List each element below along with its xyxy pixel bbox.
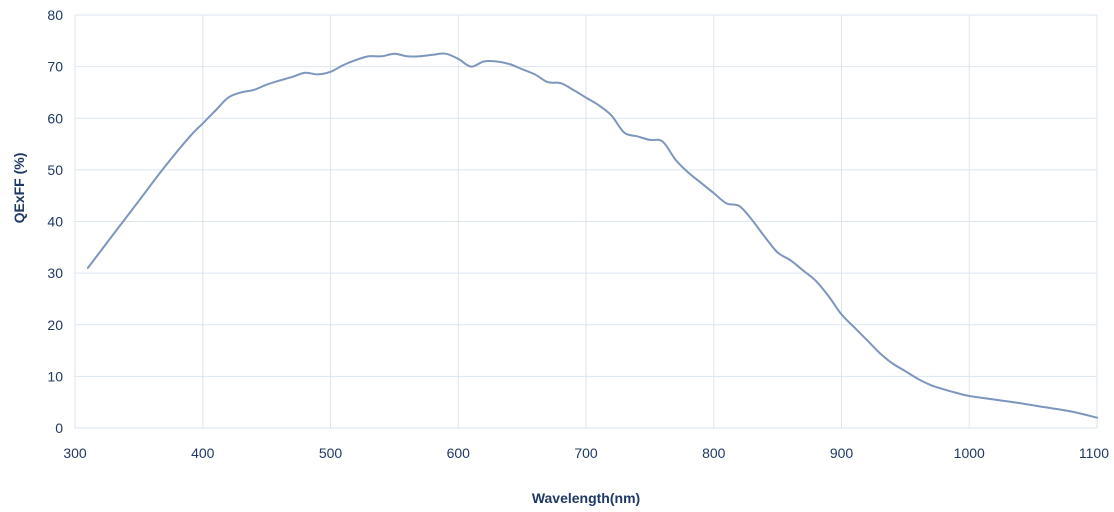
- x-tick-label: 500: [319, 445, 343, 461]
- y-tick-label: 40: [47, 214, 63, 230]
- y-tick-label: 0: [55, 420, 63, 436]
- x-axis-label: Wavelength(nm): [532, 490, 640, 506]
- y-tick-label: 70: [47, 59, 63, 75]
- grid-layer: [74, 14, 1098, 429]
- y-tick-label: 30: [47, 265, 63, 281]
- x-tick-label: 600: [447, 445, 471, 461]
- y-tick-label: 50: [47, 162, 63, 178]
- y-tick-label: 80: [47, 7, 63, 23]
- y-tick-label: 60: [47, 110, 63, 126]
- qe-series-line: [86, 52, 1098, 419]
- x-tick-label: 400: [191, 445, 215, 461]
- x-tick-label: 800: [702, 445, 726, 461]
- x-tick-label: 1100: [1079, 445, 1109, 461]
- y-tick-label: 10: [47, 368, 63, 384]
- x-tick-label: 300: [63, 445, 87, 461]
- series-layer: [86, 52, 1098, 419]
- y-tick-label: 20: [47, 317, 63, 333]
- x-tick-label: 1000: [954, 445, 985, 461]
- x-tick-label: 900: [830, 445, 854, 461]
- y-axis-label: QExFF (%): [11, 153, 27, 224]
- x-tick-label: 700: [574, 445, 598, 461]
- tick-labels: 0 10 20 30 40 50 60 70 80 300 400 500 600 700 800 900 10…: [47, 7, 1109, 461]
